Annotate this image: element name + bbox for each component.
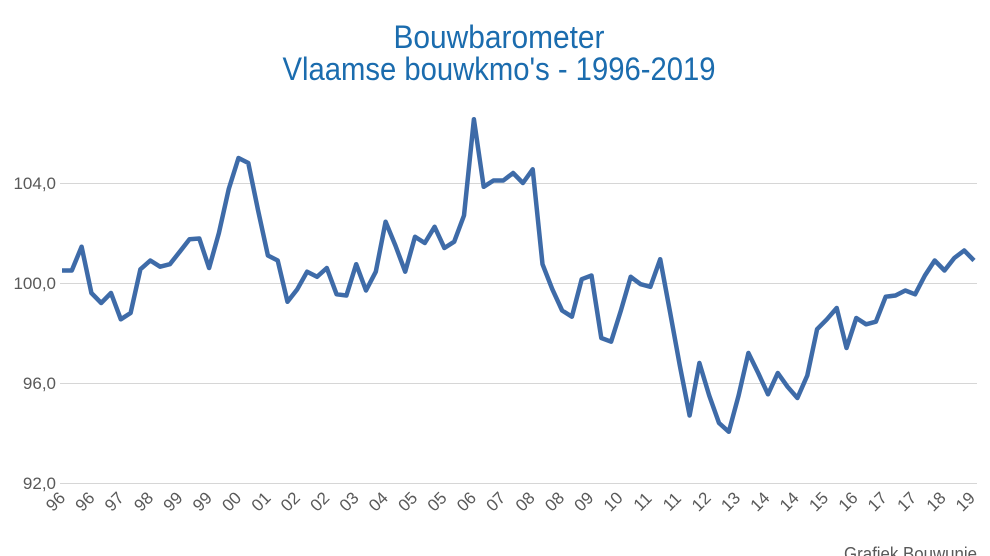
svg-text:92,0: 92,0 — [23, 474, 56, 493]
svg-text:96,0: 96,0 — [23, 374, 56, 393]
svg-text:100,0: 100,0 — [13, 274, 56, 293]
svg-text:Vlaamse bouwkmo's - 1996-2019: Vlaamse bouwkmo's - 1996-2019 — [283, 51, 716, 87]
svg-text:Bouwbarometer: Bouwbarometer — [394, 19, 605, 55]
svg-text:Grafiek Bouwunie: Grafiek Bouwunie — [844, 544, 977, 556]
svg-text:104,0: 104,0 — [13, 174, 56, 193]
